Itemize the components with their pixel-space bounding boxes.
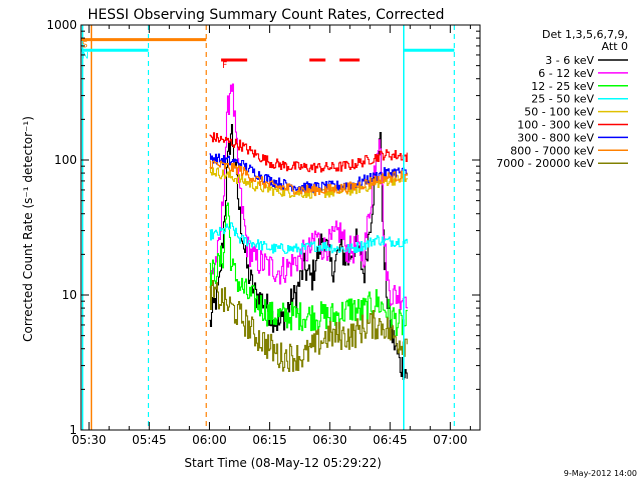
y-tick-label-0: 1 bbox=[69, 423, 77, 437]
x-axis-label: Start Time (08-May-12 05:29:22) bbox=[184, 456, 381, 470]
legend-label-0: 3 - 6 keV bbox=[545, 54, 594, 67]
plot-contents: SNF bbox=[81, 25, 455, 430]
legend-label-2: 12 - 25 keV bbox=[531, 80, 594, 93]
series-line-1 bbox=[209, 83, 408, 310]
flag-label-3: F bbox=[222, 61, 227, 71]
y-tick-label-3: 1000 bbox=[46, 18, 77, 32]
series-line-0 bbox=[209, 124, 408, 381]
series-line-8 bbox=[209, 279, 408, 372]
x-tick-label-5: 06:45 bbox=[373, 433, 408, 447]
series-line-7 bbox=[209, 160, 408, 196]
legend-header: Det 1,3,5,6,7,9,Att 0 bbox=[542, 28, 628, 53]
legend-label-1: 6 - 12 keV bbox=[538, 67, 594, 80]
plot-frame bbox=[80, 24, 481, 431]
legend-label-4: 50 - 100 keV bbox=[524, 106, 594, 119]
x-tick-label-4: 06:30 bbox=[313, 433, 348, 447]
legend-label-6: 300 - 800 keV bbox=[517, 131, 594, 144]
plot-area: SNF bbox=[81, 25, 455, 430]
legend-header-line-0: Det 1,3,5,6,7,9, bbox=[542, 28, 628, 41]
x-tick-label-2: 06:00 bbox=[192, 433, 227, 447]
chart-title: HESSI Observing Summary Count Rates, Cor… bbox=[88, 7, 445, 23]
y-tick-label-2: 100 bbox=[54, 153, 77, 167]
legend-label-5: 100 - 300 keV bbox=[517, 119, 594, 132]
x-tick-label-1: 05:45 bbox=[132, 433, 167, 447]
axes: 05:30 05:45 06:00 06:15 06:30 06:45 07:00 1 10 10… bbox=[46, 18, 481, 447]
legend-header-line-1: Att 0 bbox=[602, 40, 628, 53]
flag-label-1: N bbox=[82, 51, 89, 61]
legend-label-8: 7000 - 20000 keV bbox=[496, 157, 594, 170]
y-tick-label-1: 10 bbox=[62, 288, 77, 302]
x-tick-label-0: 05:30 bbox=[72, 433, 107, 447]
footer-date: 9-May-2012 14:00 bbox=[564, 469, 637, 478]
legend-label-3: 25 - 50 keV bbox=[531, 93, 594, 106]
legend-label-7: 800 - 7000 keV bbox=[510, 144, 594, 157]
x-tick-label-6: 07:00 bbox=[433, 433, 468, 447]
series-line-3 bbox=[209, 222, 408, 255]
series-line-5 bbox=[209, 132, 408, 173]
x-tick-label-3: 06:15 bbox=[252, 433, 287, 447]
y-axis-label: Corrected Count Rate (s⁻¹ detector⁻¹) bbox=[21, 116, 35, 342]
